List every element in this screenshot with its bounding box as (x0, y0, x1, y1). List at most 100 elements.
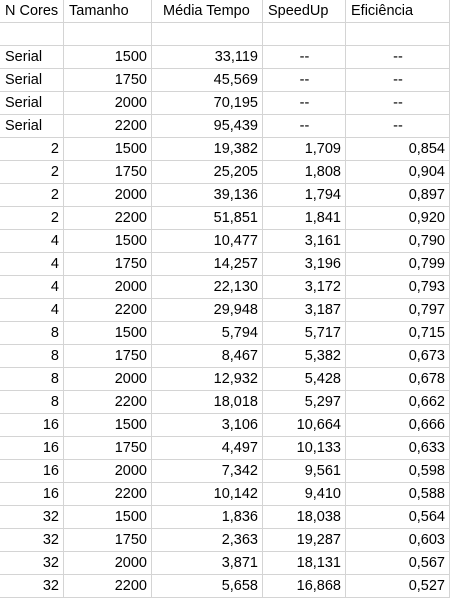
cell-eficiencia[interactable]: 0,799 (345, 252, 450, 276)
cell-speedup[interactable]: 10,133 (262, 436, 346, 460)
cell-tamanho[interactable]: 1500 (63, 229, 152, 253)
cell-eficiencia[interactable]: 0,678 (345, 367, 450, 391)
cell-eficiencia[interactable]: -- (345, 45, 450, 69)
cell-tamanho[interactable]: 2200 (63, 390, 152, 414)
cell-speedup[interactable]: 19,287 (262, 528, 346, 552)
cell-media-tempo[interactable]: 2,363 (151, 528, 263, 552)
cell-speedup[interactable]: 3,187 (262, 298, 346, 322)
cell-tamanho[interactable]: 2200 (63, 206, 152, 230)
cell-n-cores[interactable]: 4 (0, 275, 64, 299)
cell-tamanho[interactable]: 2200 (63, 574, 152, 598)
cell-eficiencia[interactable]: 0,673 (345, 344, 450, 368)
cell-media-tempo[interactable]: 8,467 (151, 344, 263, 368)
cell-n-cores[interactable]: 4 (0, 298, 64, 322)
cell-speedup[interactable]: -- (262, 68, 346, 92)
cell-speedup[interactable]: 5,382 (262, 344, 346, 368)
header-cell-speedup[interactable]: SpeedUp (262, 0, 346, 23)
cell-media-tempo[interactable]: 95,439 (151, 114, 263, 138)
cell-speedup[interactable]: 10,664 (262, 413, 346, 437)
cell-n-cores[interactable]: 8 (0, 344, 64, 368)
cell-eficiencia[interactable]: 0,527 (345, 574, 450, 598)
cell-eficiencia[interactable]: 0,854 (345, 137, 450, 161)
cell-media-tempo[interactable]: 12,932 (151, 367, 263, 391)
cell-tamanho[interactable]: 2200 (63, 298, 152, 322)
header-cell-eficiencia[interactable]: Eficiência (345, 0, 450, 23)
cell-speedup[interactable]: 16,868 (262, 574, 346, 598)
cell-media-tempo[interactable]: 29,948 (151, 298, 263, 322)
empty-cell[interactable] (345, 22, 450, 46)
cell-n-cores[interactable]: 16 (0, 482, 64, 506)
cell-media-tempo[interactable]: 10,477 (151, 229, 263, 253)
cell-tamanho[interactable]: 1750 (63, 252, 152, 276)
empty-cell[interactable] (63, 22, 152, 46)
cell-tamanho[interactable]: 1750 (63, 344, 152, 368)
cell-speedup[interactable]: 1,709 (262, 137, 346, 161)
cell-tamanho[interactable]: 1500 (63, 505, 152, 529)
cell-n-cores[interactable]: Serial (0, 114, 64, 138)
cell-speedup[interactable]: 18,038 (262, 505, 346, 529)
cell-n-cores[interactable]: 4 (0, 252, 64, 276)
cell-tamanho[interactable]: 2000 (63, 183, 152, 207)
cell-n-cores[interactable]: 4 (0, 229, 64, 253)
cell-media-tempo[interactable]: 22,130 (151, 275, 263, 299)
cell-tamanho[interactable]: 2000 (63, 275, 152, 299)
cell-tamanho[interactable]: 2000 (63, 91, 152, 115)
cell-eficiencia[interactable]: 0,904 (345, 160, 450, 184)
cell-media-tempo[interactable]: 33,119 (151, 45, 263, 69)
cell-tamanho[interactable]: 1750 (63, 68, 152, 92)
cell-eficiencia[interactable]: 0,920 (345, 206, 450, 230)
cell-eficiencia[interactable]: 0,662 (345, 390, 450, 414)
cell-eficiencia[interactable]: 0,793 (345, 275, 450, 299)
cell-media-tempo[interactable]: 45,569 (151, 68, 263, 92)
cell-media-tempo[interactable]: 1,836 (151, 505, 263, 529)
cell-media-tempo[interactable]: 7,342 (151, 459, 263, 483)
cell-media-tempo[interactable]: 3,871 (151, 551, 263, 575)
cell-n-cores[interactable]: 16 (0, 436, 64, 460)
cell-n-cores[interactable]: 2 (0, 160, 64, 184)
cell-speedup[interactable]: 9,561 (262, 459, 346, 483)
cell-speedup[interactable]: 3,196 (262, 252, 346, 276)
cell-n-cores[interactable]: 32 (0, 505, 64, 529)
cell-n-cores[interactable]: Serial (0, 68, 64, 92)
cell-tamanho[interactable]: 2000 (63, 551, 152, 575)
cell-n-cores[interactable]: 8 (0, 321, 64, 345)
cell-media-tempo[interactable]: 39,136 (151, 183, 263, 207)
cell-n-cores[interactable]: 32 (0, 574, 64, 598)
header-cell-media-tempo[interactable]: Média Tempo (151, 0, 263, 23)
cell-tamanho[interactable]: 1750 (63, 436, 152, 460)
cell-speedup[interactable]: -- (262, 45, 346, 69)
cell-n-cores[interactable]: 16 (0, 413, 64, 437)
cell-eficiencia[interactable]: 0,567 (345, 551, 450, 575)
cell-speedup[interactable]: 3,161 (262, 229, 346, 253)
cell-media-tempo[interactable]: 10,142 (151, 482, 263, 506)
cell-speedup[interactable]: 1,794 (262, 183, 346, 207)
cell-speedup[interactable]: 1,808 (262, 160, 346, 184)
cell-speedup[interactable]: -- (262, 91, 346, 115)
empty-cell[interactable] (0, 22, 64, 46)
cell-tamanho[interactable]: 1500 (63, 137, 152, 161)
empty-cell[interactable] (151, 22, 263, 46)
cell-media-tempo[interactable]: 18,018 (151, 390, 263, 414)
cell-media-tempo[interactable]: 70,195 (151, 91, 263, 115)
cell-media-tempo[interactable]: 5,794 (151, 321, 263, 345)
cell-tamanho[interactable]: 1750 (63, 528, 152, 552)
cell-eficiencia[interactable]: 0,603 (345, 528, 450, 552)
cell-tamanho[interactable]: 2200 (63, 114, 152, 138)
cell-eficiencia[interactable]: 0,598 (345, 459, 450, 483)
cell-tamanho[interactable]: 2200 (63, 482, 152, 506)
cell-speedup[interactable]: -- (262, 114, 346, 138)
cell-n-cores[interactable]: Serial (0, 45, 64, 69)
cell-eficiencia[interactable]: 0,790 (345, 229, 450, 253)
cell-eficiencia[interactable]: 0,564 (345, 505, 450, 529)
cell-media-tempo[interactable]: 51,851 (151, 206, 263, 230)
cell-eficiencia[interactable]: 0,797 (345, 298, 450, 322)
cell-speedup[interactable]: 3,172 (262, 275, 346, 299)
cell-speedup[interactable]: 1,841 (262, 206, 346, 230)
cell-eficiencia[interactable]: 0,715 (345, 321, 450, 345)
cell-tamanho[interactable]: 1500 (63, 413, 152, 437)
cell-n-cores[interactable]: 2 (0, 206, 64, 230)
cell-speedup[interactable]: 18,131 (262, 551, 346, 575)
cell-eficiencia[interactable]: -- (345, 68, 450, 92)
cell-n-cores[interactable]: 32 (0, 551, 64, 575)
cell-n-cores[interactable]: 16 (0, 459, 64, 483)
